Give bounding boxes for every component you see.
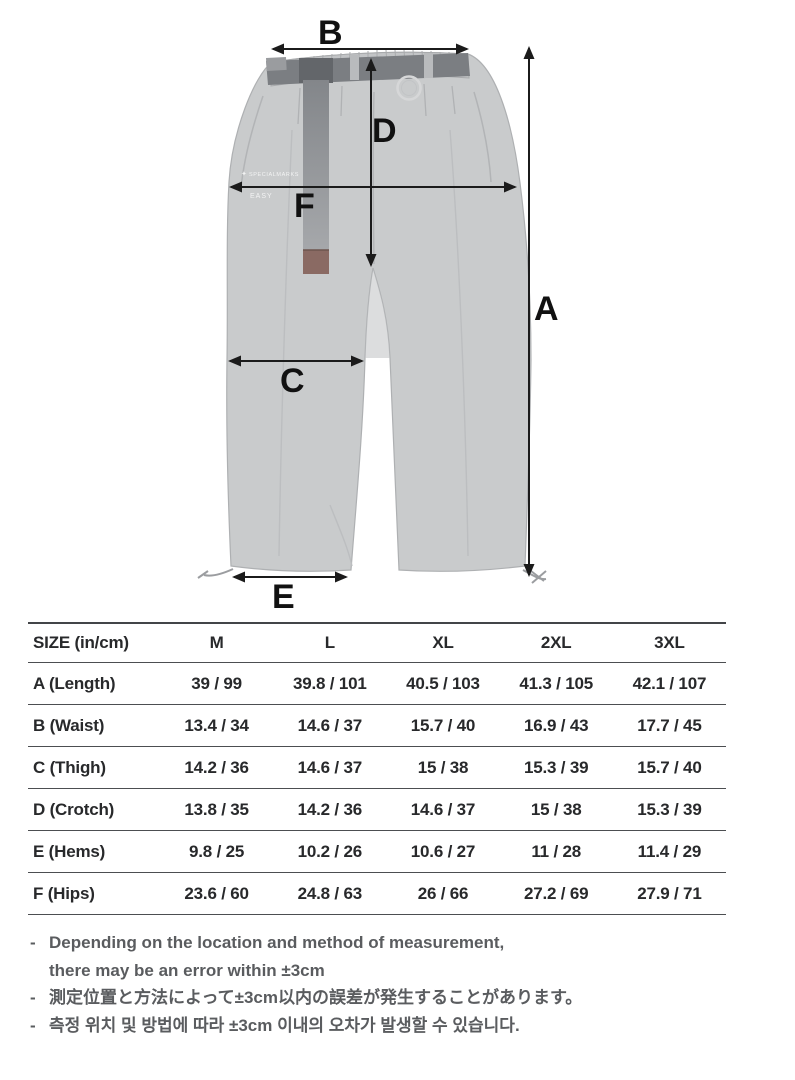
label-b: B	[318, 14, 343, 52]
size-header-cell: M	[209, 633, 224, 652]
table-row-hems: E (Hems) 9.8 / 25 10.2 / 26 10.6 / 27 11…	[28, 831, 726, 873]
size-cell: 15 / 38	[530, 799, 582, 819]
table-row-thigh: C (Thigh) 14.2 / 36 14.6 / 37 15 / 38 15…	[28, 747, 726, 789]
note-line: there may be an error within ±3cm	[49, 960, 325, 980]
size-cell: 39 / 99	[191, 673, 242, 693]
label-a: A	[534, 290, 559, 328]
brand-logo: ✦ SPECIALMARKS EASY	[241, 170, 299, 200]
size-cell: 15.7 / 40	[637, 757, 702, 777]
note-bullet: -	[30, 1015, 36, 1035]
label-f: F	[294, 187, 315, 225]
size-cell: 10.2 / 26	[297, 841, 363, 861]
note-bullet: -	[30, 933, 36, 952]
row-label: A (Length)	[33, 673, 116, 693]
size-cell: 26 / 66	[417, 883, 469, 903]
row-label: E (Hems)	[33, 841, 106, 861]
size-header-cell: 3XL	[654, 633, 685, 652]
inner-leg-shade	[365, 268, 390, 358]
size-cell: 14.2 / 36	[184, 757, 249, 777]
size-cell: 15 / 38	[417, 757, 469, 777]
belt-buckle	[299, 58, 333, 83]
brand-logo-mark-icon: ✦	[241, 170, 247, 178]
row-label: B (Waist)	[33, 715, 105, 735]
measurement-notes: - Depending on the location and method o…	[30, 929, 760, 1039]
size-cell: 15.7 / 40	[410, 715, 476, 735]
size-cell: 11 / 28	[531, 841, 582, 861]
belt-end-tab	[266, 56, 287, 71]
label-e: E	[272, 578, 295, 616]
pants-measurement-diagram: ✦ SPECIALMARKS EASY B D F A C E	[197, 14, 559, 616]
belt-strap	[303, 80, 329, 252]
size-cell: 40.5 / 103	[406, 673, 480, 693]
size-table: SIZE (in/cm) M L XL 2XL 3XL A (Length) 3…	[28, 622, 726, 915]
size-cell: 42.1 / 107	[632, 673, 707, 693]
size-cell: 13.4 / 34	[184, 715, 249, 735]
brand-logo-subtext: EASY	[250, 193, 273, 200]
dimension-arrows	[228, 43, 535, 583]
note-line: Depending on the location and method of …	[49, 933, 505, 952]
label-d: D	[372, 112, 397, 150]
hem-string-right	[522, 569, 547, 584]
note-text: Depending on the location and method of …	[49, 929, 760, 984]
size-cell: 13.8 / 35	[184, 799, 249, 819]
size-cell: 10.6 / 27	[410, 841, 476, 861]
hem-string-left	[197, 568, 234, 579]
table-row-length: A (Length) 39 / 99 39.8 / 101 40.5 / 103…	[28, 663, 726, 705]
note-english: - Depending on the location and method o…	[30, 929, 760, 984]
brand-logo-text: SPECIALMARKS	[249, 172, 299, 178]
size-cell: 39.8 / 101	[292, 673, 367, 693]
waist-pleats	[297, 83, 456, 125]
size-cell: 41.3 / 105	[519, 673, 593, 693]
size-cell: 11.4 / 29	[637, 841, 702, 861]
size-header-cell: L	[324, 633, 335, 652]
size-cell: 14.6 / 37	[410, 799, 476, 819]
d-ring-icon	[396, 75, 422, 101]
size-cell: 27.9 / 71	[637, 883, 702, 903]
size-cell: 23.6 / 60	[184, 883, 249, 903]
table-row-crotch: D (Crotch) 13.8 / 35 14.2 / 36 14.6 / 37…	[28, 789, 726, 831]
size-cell: 14.2 / 36	[297, 799, 363, 819]
size-table-header-row: SIZE (in/cm) M L XL 2XL 3XL	[28, 622, 726, 663]
size-cell: 9.8 / 25	[189, 841, 245, 861]
label-c: C	[280, 362, 305, 400]
size-header-cell: 2XL	[540, 633, 572, 652]
note-line: 測定位置と方法によって±3cm以内の誤差が発生することがあります。	[49, 988, 583, 1007]
size-cell: 24.8 / 63	[297, 883, 363, 903]
row-label: C (Thigh)	[33, 757, 106, 777]
size-cell: 17.7 / 45	[637, 715, 702, 735]
size-cell: 16.9 / 43	[524, 715, 589, 735]
table-row-hips: F (Hips) 23.6 / 60 24.8 / 63 26 / 66 27.…	[28, 873, 726, 915]
size-cell: 27.2 / 69	[524, 883, 589, 903]
size-header-cell: SIZE (in/cm)	[33, 633, 129, 652]
belt-loop	[424, 53, 433, 78]
note-japanese: - 測定位置と方法によって±3cm以内の誤差が発生することがあります。	[30, 984, 760, 1012]
belt-loop	[350, 55, 359, 80]
table-row-waist: B (Waist) 13.4 / 34 14.6 / 37 15.7 / 40 …	[28, 705, 726, 747]
belt-strap-tip	[303, 250, 329, 274]
row-label: D (Crotch)	[33, 799, 115, 819]
size-cell: 14.6 / 37	[297, 757, 363, 777]
pocket-seams	[240, 91, 492, 189]
size-header-cell: XL	[432, 633, 454, 652]
size-cell: 15.3 / 39	[524, 757, 589, 777]
note-bullet: -	[30, 988, 36, 1007]
note-line: 측정 위치 및 방법에 따라 ±3cm 이내의 오차가 발생할 수 있습니다.	[49, 1015, 520, 1035]
size-cell: 14.6 / 37	[297, 715, 363, 735]
note-korean: - 측정 위치 및 방법에 따라 ±3cm 이내의 오차가 발생할 수 있습니다…	[30, 1012, 760, 1040]
size-cell: 15.3 / 39	[637, 799, 702, 819]
row-label: F (Hips)	[33, 883, 95, 903]
